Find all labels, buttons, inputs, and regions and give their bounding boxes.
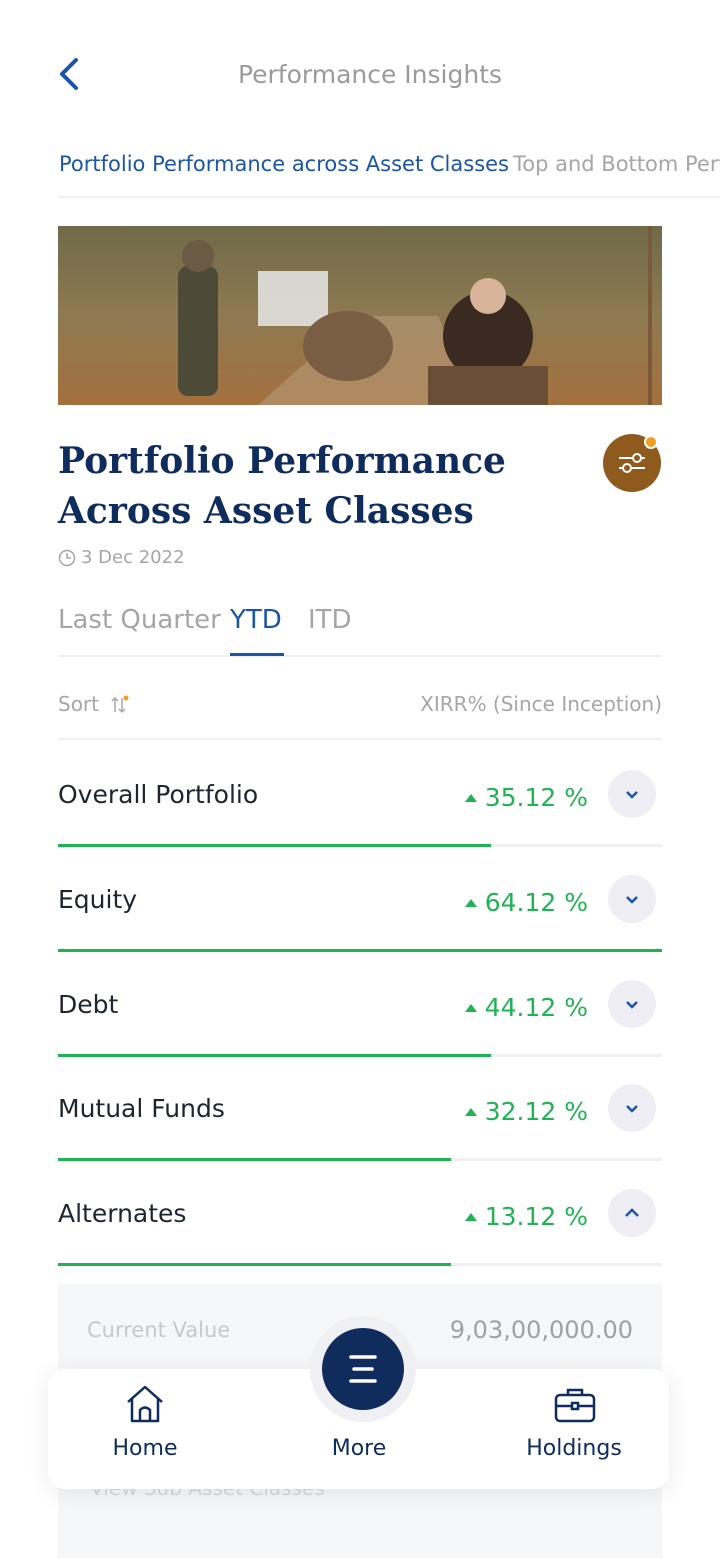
- row-name: Debt: [58, 990, 119, 1019]
- tab-active[interactable]: Portfolio Performance across Asset Class…: [59, 152, 509, 176]
- tab[interactable]: Top and Bottom Perf: [513, 152, 720, 176]
- home-icon[interactable]: [124, 1383, 166, 1425]
- expand-button[interactable]: [608, 1189, 656, 1237]
- article-date: 3 Dec 2022: [81, 547, 185, 568]
- expand-button[interactable]: [608, 875, 656, 923]
- tab-indicator: [230, 653, 284, 656]
- column-header: XIRR% (Since Inception): [420, 692, 662, 716]
- trend-icon: [465, 1004, 477, 1012]
- nav-label[interactable]: Holdings: [526, 1436, 622, 1461]
- expand-button[interactable]: [608, 1084, 656, 1132]
- nav-label[interactable]: Home: [112, 1436, 178, 1461]
- trend-icon: [465, 899, 477, 907]
- more-button[interactable]: [322, 1328, 404, 1410]
- row-value: 64.12 %: [484, 888, 588, 917]
- row-value: 44.12 %: [484, 993, 588, 1022]
- progress-bar: [58, 949, 662, 952]
- sort-icon: [111, 695, 129, 714]
- progress-bar: [58, 1054, 491, 1057]
- article-title: Portfolio Performance Across Asset Class…: [58, 440, 506, 532]
- nav-label[interactable]: More: [331, 1436, 387, 1461]
- filter-button[interactable]: [603, 434, 661, 492]
- expand-button[interactable]: [608, 980, 656, 1028]
- divider: [58, 655, 662, 657]
- period-tab-active[interactable]: YTD: [230, 605, 282, 635]
- holdings-icon[interactable]: [553, 1386, 597, 1424]
- row-name: Mutual Funds: [58, 1094, 225, 1123]
- page-title: Performance Insights: [237, 60, 503, 89]
- clock-icon: [58, 549, 76, 567]
- back-button[interactable]: [54, 56, 84, 92]
- trend-icon: [465, 1213, 477, 1221]
- row-value: 13.12 %: [484, 1202, 588, 1231]
- progress-bar: [58, 1263, 451, 1266]
- progress-bar: [58, 844, 491, 847]
- row-name: Equity: [58, 885, 138, 914]
- period-tab[interactable]: Last Quarter: [58, 605, 221, 635]
- row-value: 35.12 %: [484, 783, 588, 812]
- row-value: 32.12 %: [484, 1097, 588, 1126]
- progress-bar: [58, 1158, 451, 1161]
- row-name: Overall Portfolio: [58, 780, 259, 809]
- divider: [58, 738, 662, 740]
- detail-value: 9,03,00,000.00: [449, 1316, 633, 1344]
- period-tab[interactable]: ITD: [308, 605, 352, 635]
- sort-button[interactable]: Sort: [58, 692, 99, 716]
- divider: [58, 196, 720, 198]
- hero-image: [58, 226, 662, 405]
- detail-label: Current Value: [87, 1318, 231, 1342]
- expand-button[interactable]: [608, 770, 656, 818]
- trend-icon: [465, 794, 477, 802]
- trend-icon: [465, 1108, 477, 1116]
- row-name: Alternates: [58, 1199, 187, 1228]
